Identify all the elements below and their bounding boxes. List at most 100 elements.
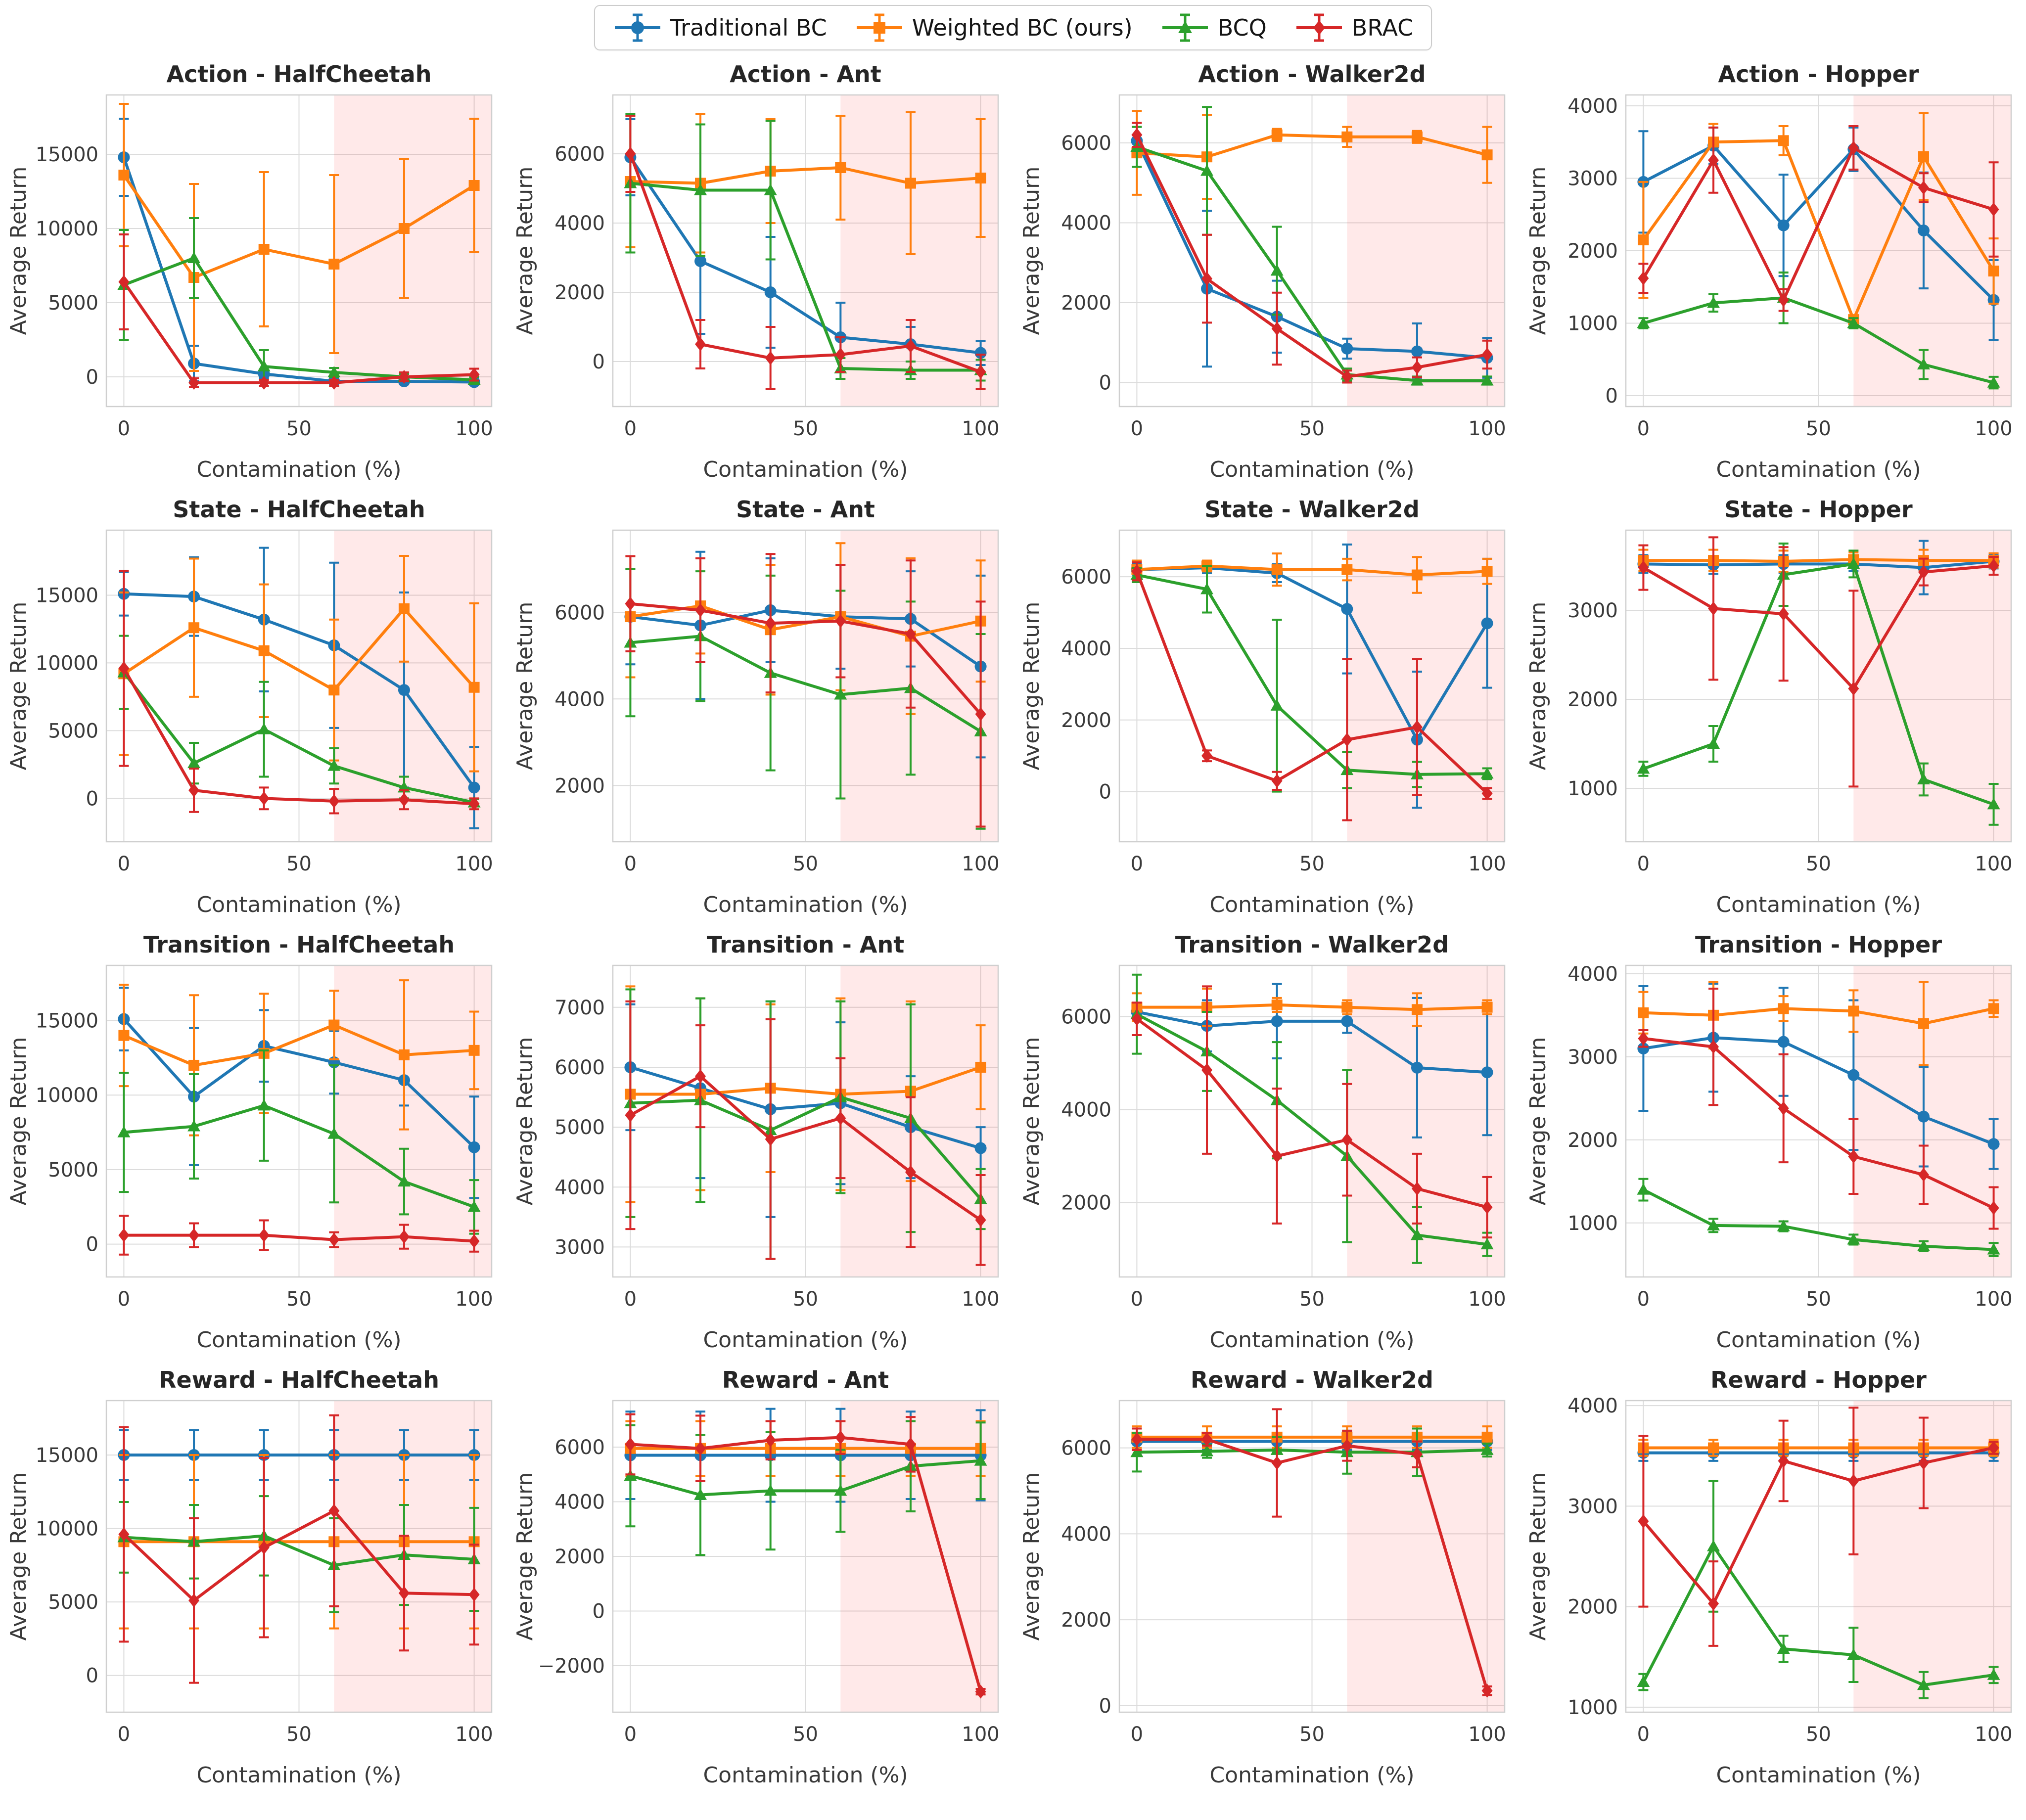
y-tick-label: 4000 [554, 212, 605, 235]
contamination-shaded-region [840, 95, 998, 407]
y-tick-label: 7000 [554, 997, 605, 1019]
series-brac [625, 1000, 986, 1266]
x-tick-label: 100 [1468, 417, 1506, 440]
y-axis-label: Average Return [1019, 1472, 1044, 1641]
x-tick-label: 100 [1468, 1723, 1506, 1746]
x-tick-label: 0 [1131, 1288, 1143, 1311]
weighted-bc-ours-errorbar-marker-icon [856, 13, 902, 42]
x-tick-label: 100 [455, 1723, 493, 1746]
subplot-title: State - Walker2d [1204, 496, 1420, 523]
y-axis-label: Average Return [512, 167, 538, 335]
subplot-title: Transition - Ant [707, 931, 905, 958]
y-axis-label: Average Return [1019, 602, 1044, 771]
x-tick-label: 0 [1131, 853, 1143, 875]
subplot-action-halfcheetah: Action - HalfCheetah Average Return Contam… [6, 61, 493, 482]
bcq-errorbar-marker-icon [1162, 13, 1208, 42]
y-tick-label: 6000 [554, 1436, 605, 1459]
series-brac [1638, 1407, 1999, 1647]
subplot-action-hopper: Action - Hopper Average Return Contaminati… [1525, 61, 2013, 482]
y-tick-label: 1000 [1567, 777, 1618, 800]
y-tick-label: 2000 [554, 281, 605, 304]
y-tick-label: 5000 [48, 720, 98, 742]
x-tick-label: 100 [962, 1288, 999, 1311]
brac-errorbar-marker-icon [1296, 13, 1342, 42]
y-tick-label: 4000 [1061, 212, 1111, 234]
x-tick-label: 50 [1806, 1723, 1831, 1746]
x-tick-label: 50 [286, 1723, 312, 1746]
data-point-markers [625, 1069, 986, 1227]
data-point-markers [1131, 1432, 1493, 1698]
legend-label: Traditional BC [670, 14, 827, 41]
subplot-title: Transition - Hopper [1695, 931, 1942, 958]
contamination-shaded-region [334, 530, 492, 842]
x-axis-label: Contamination (%) [703, 1327, 908, 1353]
x-axis-label: Contamination (%) [196, 1327, 401, 1353]
x-tick-label: 0 [1637, 417, 1650, 440]
subplot-title: Action - Ant [730, 61, 881, 88]
subplot-title: State - HalfCheetah [173, 496, 425, 523]
subplot-transition-ant: Transition - Ant Average Return Contaminat… [512, 931, 1000, 1353]
x-tick-label: 50 [286, 417, 312, 440]
contamination-shaded-region [1347, 95, 1505, 407]
y-axis-label: Average Return [1525, 1037, 1551, 1206]
x-tick-label: 0 [624, 1723, 637, 1746]
x-tick-label: 0 [1637, 853, 1650, 875]
y-tick-label: 2000 [1061, 292, 1111, 315]
y-tick-label: 3000 [554, 1236, 605, 1259]
y-tick-label: 6000 [1061, 566, 1111, 589]
subplot-reward-ant: Reward - Ant Average Return Contamination … [512, 1366, 1000, 1788]
series-brac [1638, 988, 1999, 1230]
x-axis-label: Contamination (%) [1716, 1763, 1921, 1788]
y-tick-label: 10000 [36, 1084, 98, 1107]
legend-item-traditional-bc: Traditional BC [613, 9, 827, 46]
y-tick-label: 6000 [1061, 132, 1111, 155]
series-traditional-bc [1131, 983, 1493, 1138]
contamination-shaded-region [1347, 530, 1505, 842]
y-tick-label: −2000 [538, 1655, 605, 1678]
x-tick-label: 0 [624, 853, 637, 875]
contamination-shaded-region [840, 965, 998, 1277]
y-tick-label: 0 [1606, 385, 1618, 408]
subplot-title: State - Hopper [1724, 496, 1913, 523]
x-axis-label: Contamination (%) [1209, 457, 1414, 482]
y-tick-label: 1000 [1567, 1696, 1618, 1719]
y-tick-label: 0 [86, 1233, 98, 1256]
data-point-markers [118, 1503, 480, 1608]
subplot-title: Transition - HalfCheetah [143, 931, 455, 958]
series-brac [1131, 1408, 1493, 1698]
y-tick-label: 0 [593, 1600, 605, 1623]
data-point-markers [117, 1099, 481, 1212]
subplot-title: Reward - Hopper [1710, 1366, 1927, 1393]
y-tick-label: 10000 [36, 1518, 98, 1541]
series-brac [1638, 125, 1999, 312]
series-brac [118, 1414, 480, 1684]
data-point-markers [1637, 1540, 2000, 1690]
data-point-markers [1131, 564, 1493, 801]
y-tick-label: 0 [1099, 781, 1111, 804]
x-tick-label: 100 [1975, 1288, 2012, 1311]
x-axis-label: Contamination (%) [1209, 1327, 1414, 1353]
subplot-action-ant: Action - Ant Average Return Contamination … [512, 61, 1000, 482]
x-tick-label: 0 [118, 417, 130, 440]
x-axis-label: Contamination (%) [1716, 1327, 1921, 1353]
x-tick-label: 100 [455, 1288, 493, 1311]
legend-label: Weighted BC (ours) [912, 14, 1133, 41]
series-brac [118, 570, 480, 815]
contamination-shaded-region [334, 965, 492, 1277]
y-axis-label: Average Return [1525, 602, 1551, 771]
x-tick-label: 100 [455, 417, 493, 440]
series-weighted-bc-ours [118, 103, 480, 372]
series-brac [1131, 985, 1493, 1239]
y-tick-label: 5000 [48, 1591, 98, 1614]
data-point-markers [118, 661, 480, 811]
x-tick-label: 50 [793, 1723, 818, 1746]
y-tick-label: 5000 [48, 1159, 98, 1182]
series-brac [1131, 561, 1493, 821]
x-tick-label: 50 [793, 1288, 818, 1311]
x-tick-label: 100 [1975, 1723, 2012, 1746]
y-tick-label: 4000 [1567, 1395, 1618, 1417]
gridlines [1626, 95, 2011, 407]
y-tick-label: 2000 [1567, 240, 1618, 263]
x-tick-label: 50 [793, 853, 818, 875]
y-tick-label: 15000 [36, 584, 98, 607]
